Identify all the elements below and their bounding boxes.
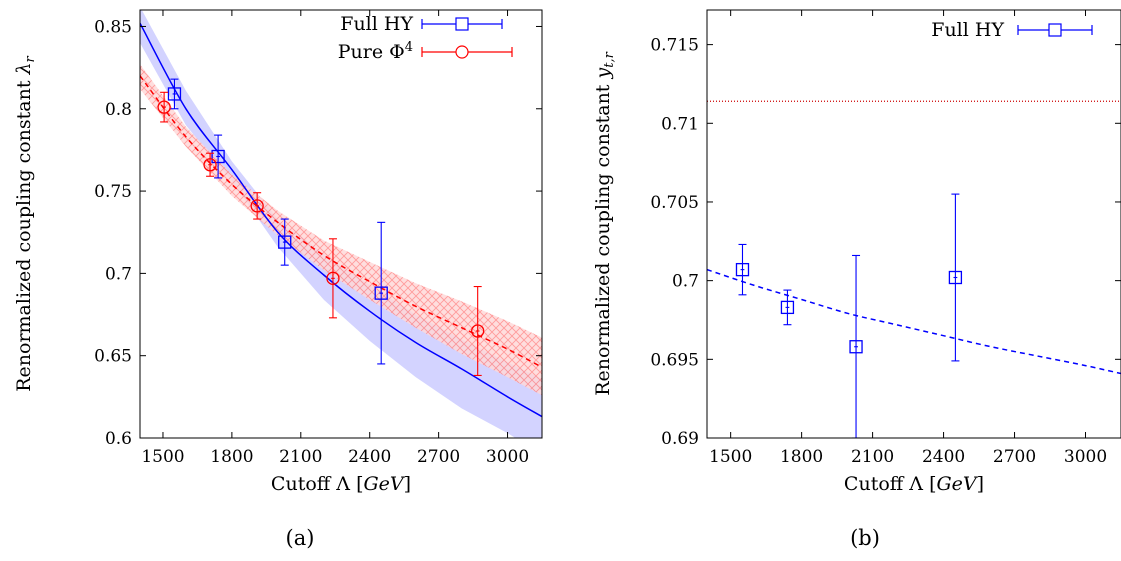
panel-b-fit-curve xyxy=(707,268,1121,375)
x-tick-label: 2700 xyxy=(993,447,1036,467)
y-tick-label: 0.705 xyxy=(650,193,699,213)
data-point xyxy=(157,91,171,123)
panel-b-y-axis-label: Renormalized coupling constant yt,r xyxy=(592,51,617,395)
panel-a-data-points xyxy=(157,78,485,376)
data-point xyxy=(250,192,264,220)
x-tick-label: 2400 xyxy=(922,447,965,467)
panel-b-label: (b) xyxy=(850,526,880,550)
data-point xyxy=(326,238,340,319)
data-point xyxy=(278,218,292,266)
data-point xyxy=(735,243,750,296)
x-tick-label: 3000 xyxy=(1064,447,1107,467)
legend-pure-phi4-marker xyxy=(421,45,513,59)
panel-b-frame xyxy=(706,9,1121,439)
x-tick-label: 2400 xyxy=(348,447,391,467)
x-tick-label: 2100 xyxy=(851,447,894,467)
legend-full-hy-b-marker xyxy=(1017,23,1093,37)
full-hy-fit-curve xyxy=(140,22,542,418)
y-tick-label: 0.7 xyxy=(672,272,699,292)
panel-b-data-points xyxy=(735,193,963,438)
data-point xyxy=(948,193,963,362)
circle-marker xyxy=(157,100,171,114)
data-point xyxy=(374,221,388,365)
square-marker xyxy=(278,235,292,249)
panel-a-x-ticks: 1500 1800 2100 2400 2700 3000 xyxy=(141,10,529,467)
y-tick-label: 0.71 xyxy=(661,114,699,134)
panel-b: 1500 1800 2100 2400 2700 3000 0.69 0.695 0.7 0.7… xyxy=(592,9,1121,550)
data-point xyxy=(167,78,182,110)
pure-phi4-fit-curve xyxy=(140,75,542,368)
y-tick-label: 0.7 xyxy=(105,264,132,284)
circle-marker xyxy=(326,271,340,285)
legend-full-hy-marker xyxy=(421,17,503,31)
x-tick-label: 1500 xyxy=(709,447,752,467)
data-point xyxy=(471,286,485,376)
x-tick-label: 2700 xyxy=(417,447,460,467)
panel-a-legend: Full HY Pure Φ4 xyxy=(338,13,513,63)
circle-marker xyxy=(203,158,217,172)
legend-entry-full-hy-b: Full HY xyxy=(931,19,1004,41)
y-tick-label: 0.75 xyxy=(94,182,132,202)
square-marker xyxy=(211,149,225,164)
y-tick-label: 0.8 xyxy=(105,100,132,120)
panel-a-label: (a) xyxy=(286,526,315,550)
panel-a: 1500 1800 2100 2400 2700 3000 0.60.650.70.750… xyxy=(13,9,543,550)
x-tick-label: 2100 xyxy=(279,447,322,467)
panel-a-y-ticks: 0.6 0.65 0.7 0.75 0.8 0.85 xyxy=(94,17,542,449)
y-tick-label: 0.715 xyxy=(650,36,699,56)
square-marker xyxy=(948,270,963,285)
panel-b-y-ticks: 0.69 0.695 0.7 0.705 0.71 0.715 xyxy=(650,36,1121,449)
legend-entry-full-hy: Full HY xyxy=(340,13,413,35)
data-point xyxy=(203,152,217,177)
panel-b-legend: Full HY xyxy=(931,19,1093,41)
square-marker xyxy=(374,286,388,300)
panel-a-frame xyxy=(139,9,543,439)
data-point xyxy=(780,289,795,326)
data-point xyxy=(849,254,863,438)
y-tick-label: 0.69 xyxy=(661,429,699,449)
pure-phi4-error-band xyxy=(140,64,542,396)
circle-marker xyxy=(250,199,264,213)
square-marker xyxy=(167,87,182,101)
x-tick-label: 3000 xyxy=(486,447,529,467)
circle-marker xyxy=(471,324,485,338)
data-point xyxy=(211,134,225,179)
x-tick-label: 1500 xyxy=(141,447,184,467)
panel-b-x-ticks: 1500 1800 2100 2400 2700 3000 xyxy=(709,10,1107,467)
panel-a-y-axis-label: Renormalized coupling constant λr xyxy=(13,55,38,391)
y-tick-label: 0.85 xyxy=(94,17,132,37)
panel-b-x-axis-label: Cutoff Λ [GeV] xyxy=(844,473,984,495)
y-tick-label: 0.695 xyxy=(650,350,699,370)
legend-entry-pure-phi4: Pure Φ4 xyxy=(338,40,413,63)
full-hy-error-band xyxy=(140,10,542,438)
square-marker xyxy=(849,340,863,354)
square-marker xyxy=(780,300,795,315)
y-tick-label: 0.65 xyxy=(94,347,132,367)
y-tick-label: 0.6 xyxy=(105,429,132,449)
panel-a-bands xyxy=(140,10,542,438)
x-tick-label: 1800 xyxy=(780,447,823,467)
panel-a-x-axis-label: Cutoff Λ [GeV] xyxy=(271,473,411,495)
x-tick-label: 1800 xyxy=(210,447,253,467)
square-marker xyxy=(735,262,750,277)
